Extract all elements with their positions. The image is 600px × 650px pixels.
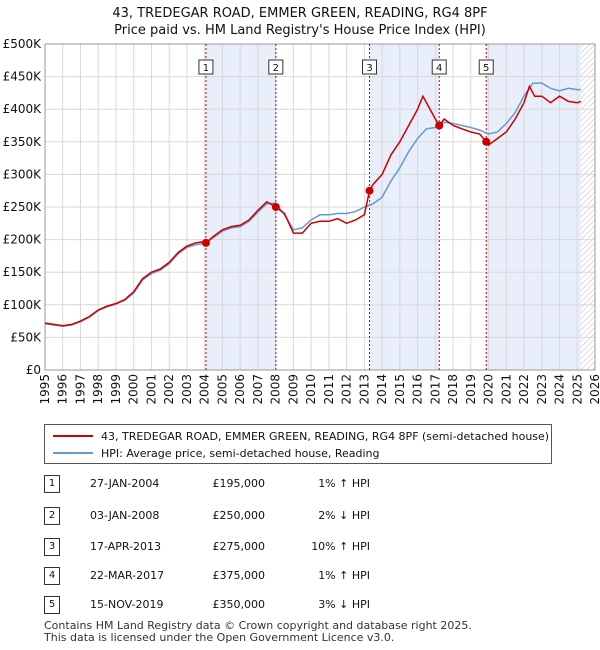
sale-marker-label: 2 — [273, 63, 279, 74]
footer-copyright: Contains HM Land Registry data © Crown c… — [44, 619, 472, 632]
sale-price: £250,000 — [212, 509, 266, 522]
sale-date: 15-NOV-2019 — [90, 598, 164, 611]
x-tick-label: 2011 — [322, 374, 336, 405]
x-tick-label: 1998 — [91, 374, 105, 405]
x-tick-label: 2014 — [375, 374, 389, 405]
sale-price: £375,000 — [212, 569, 266, 582]
y-tick-label: £450K — [3, 70, 43, 84]
sale-date: 22-MAR-2017 — [90, 569, 165, 582]
x-tick-label: 2021 — [499, 374, 513, 405]
x-tick-label: 2016 — [411, 374, 425, 405]
x-tick-label: 1996 — [56, 374, 70, 405]
sale-price: £350,000 — [212, 598, 266, 611]
chart-title: 43, TREDEGAR ROAD, EMMER GREEN, READING,… — [112, 6, 488, 21]
sale-number: 1 — [44, 475, 60, 493]
sale-row: 4 22-MAR-2017 £375,000 1% ↑ HPI — [0, 567, 600, 585]
y-tick-label: £0 — [26, 363, 41, 377]
legend-swatch-hpi — [53, 452, 93, 454]
sale-number: 2 — [44, 507, 60, 525]
sale-row: 3 17-APR-2013 £275,000 10% ↑ HPI — [0, 538, 600, 556]
sale-marker-box — [198, 59, 214, 75]
x-tick-label: 2018 — [446, 374, 460, 405]
x-tick-label: 2015 — [393, 374, 407, 405]
legend-swatch-property — [53, 435, 93, 437]
property-price-line — [44, 84, 582, 327]
chart-legend: 43, TREDEGAR ROAD, EMMER GREEN, READING,… — [44, 424, 552, 464]
x-tick-label: 1997 — [73, 374, 87, 405]
sale-hpi-diff: 10% ↑ HPI — [311, 540, 370, 553]
x-tick-label: 2019 — [464, 374, 478, 405]
y-tick-label: £150K — [3, 265, 43, 279]
footer: Contains HM Land Registry data © Crown c… — [44, 620, 472, 644]
legend-label-hpi: HPI: Average price, semi-detached house,… — [101, 446, 380, 460]
x-tick-label: 2004 — [198, 374, 212, 405]
y-tick-label: £100K — [3, 298, 43, 312]
x-tick-label: 2003 — [180, 374, 194, 405]
x-tick-label: 2005 — [215, 374, 229, 405]
x-tick-label: 2023 — [535, 374, 549, 405]
sale-number: 4 — [44, 567, 60, 585]
y-tick-label: £200K — [3, 233, 43, 247]
sale-hpi-diff: 3% ↓ HPI — [318, 598, 370, 611]
sale-point — [365, 186, 374, 195]
x-tick-label: 2008 — [269, 374, 283, 405]
sale-hpi-diff: 1% ↑ HPI — [318, 477, 370, 490]
y-tick-label: £350K — [3, 135, 43, 149]
plot-frame — [44, 43, 596, 371]
y-tick-label: £500K — [3, 37, 43, 51]
x-tick-label: 1999 — [109, 374, 123, 405]
sale-row: 2 03-JAN-2008 £250,000 2% ↓ HPI — [0, 507, 600, 525]
price-chart: £0 £50K £100K £150K £200K £250K £300K £350K £400… — [3, 37, 600, 405]
chart-subtitle: Price paid vs. HM Land Registry's House … — [114, 23, 486, 38]
x-tick-label: 2001 — [144, 374, 158, 405]
x-tick-label: 1995 — [38, 374, 52, 405]
sale-number: 5 — [44, 596, 60, 614]
sale-marker-label: 5 — [483, 63, 489, 74]
y-tick-label: £400K — [3, 102, 43, 116]
legend-item-property: 43, TREDEGAR ROAD, EMMER GREEN, READING,… — [53, 428, 549, 444]
sale-point — [435, 121, 444, 130]
sale-marker-box — [478, 59, 494, 75]
x-tick-label: 2024 — [553, 374, 567, 405]
sale-row: 1 27-JAN-2004 £195,000 1% ↑ HPI — [0, 475, 600, 493]
x-tick-label: 2006 — [233, 374, 247, 405]
sale-marker-label: 3 — [366, 63, 372, 74]
x-tick-label: 2012 — [340, 374, 354, 405]
y-tick-label: £300K — [3, 167, 43, 181]
sale-marker-label: 1 — [203, 63, 209, 74]
x-tick-label: 2026 — [588, 374, 600, 405]
sale-price: £195,000 — [212, 477, 266, 490]
sale-marker-box — [362, 59, 377, 75]
x-tick-label: 2002 — [162, 374, 176, 405]
sale-point — [271, 203, 280, 211]
sale-hpi-diff: 1% ↑ HPI — [318, 569, 370, 582]
x-tick-label: 2020 — [482, 374, 496, 405]
sale-number: 3 — [44, 538, 60, 556]
x-tick-label: 2022 — [517, 374, 531, 405]
sale-marker-box — [268, 59, 284, 75]
sale-hpi-diff: 2% ↓ HPI — [318, 509, 370, 522]
y-tick-label: £250K — [3, 200, 43, 214]
sale-marker-label: 4 — [436, 63, 442, 74]
sale-marker-box — [431, 59, 447, 75]
sale-point — [482, 137, 491, 146]
sale-date: 03-JAN-2008 — [90, 509, 160, 522]
footer-licence: This data is licensed under the Open Gov… — [44, 631, 395, 644]
x-tick-label: 2025 — [570, 374, 584, 405]
x-tick-label: 2009 — [286, 374, 300, 405]
x-tick-label: 2000 — [127, 374, 141, 405]
x-tick-label: 2010 — [304, 374, 318, 405]
legend-item-hpi: HPI: Average price, semi-detached house,… — [53, 445, 380, 461]
sale-date: 27-JAN-2004 — [90, 477, 160, 490]
x-tick-label: 2013 — [357, 374, 371, 405]
y-tick-label: £50K — [10, 330, 42, 344]
sale-point — [201, 238, 210, 247]
x-tick-label: 2017 — [428, 374, 442, 405]
sale-price: £275,000 — [212, 540, 266, 553]
sale-date: 17-APR-2013 — [90, 540, 162, 553]
x-tick-label: 2007 — [251, 374, 265, 405]
legend-label-property: 43, TREDEGAR ROAD, EMMER GREEN, READING,… — [101, 429, 550, 443]
sale-row: 5 15-NOV-2019 £350,000 3% ↓ HPI — [0, 596, 600, 614]
